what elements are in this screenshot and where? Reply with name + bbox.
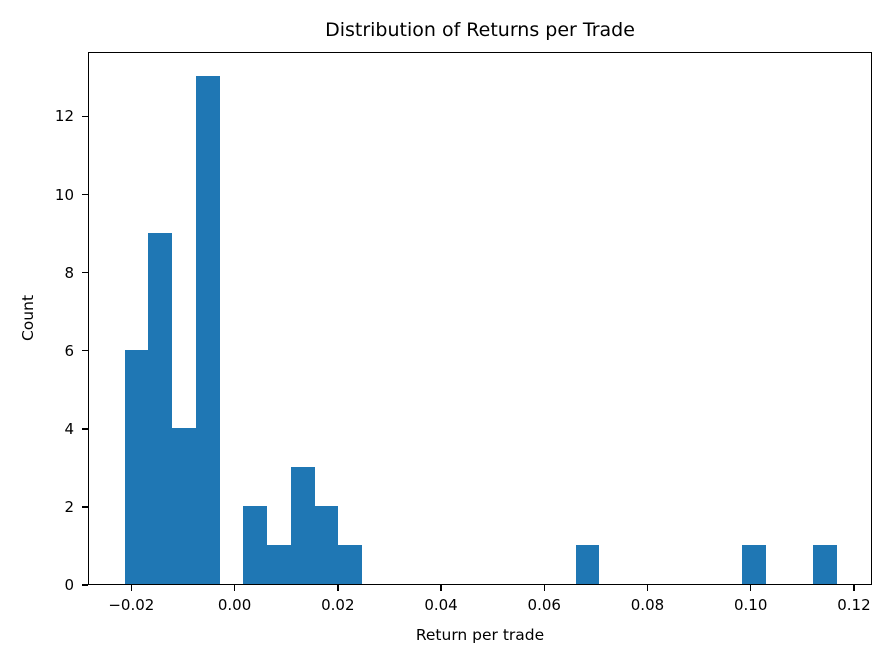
histogram-bar — [243, 505, 268, 584]
x-tick — [749, 585, 752, 591]
bars-layer — [89, 53, 871, 584]
y-tick-label: 2 — [64, 497, 74, 516]
histogram-bar — [813, 544, 837, 584]
x-axis-title: Return per trade — [415, 626, 545, 644]
y-tick — [82, 584, 88, 586]
histogram-bar — [148, 232, 173, 584]
histogram-bar — [172, 427, 196, 584]
histogram-bar — [575, 544, 600, 584]
y-axis-title: Count — [19, 294, 37, 342]
histogram-bar — [314, 505, 339, 584]
x-tick-label: 0.04 — [424, 596, 458, 614]
histogram-bar — [195, 76, 220, 584]
x-tick — [646, 585, 649, 591]
y-tick — [82, 193, 88, 196]
x-tick-label: 0.00 — [217, 596, 252, 614]
y-tick-label: 8 — [64, 263, 74, 282]
y-tick-label: 12 — [54, 107, 74, 126]
y-tick — [82, 349, 88, 352]
x-tick — [853, 585, 855, 591]
histogram-bar — [741, 544, 766, 584]
x-tick-label: 0.12 — [837, 596, 871, 614]
y-tick-label: 10 — [54, 185, 74, 204]
x-tick — [233, 585, 236, 591]
histogram-bar — [338, 544, 363, 584]
x-tick — [337, 585, 339, 591]
x-tick-label: 0.08 — [630, 596, 665, 614]
y-tick — [82, 115, 88, 118]
y-tick — [82, 271, 88, 274]
x-tick-label: −0.02 — [108, 596, 155, 614]
y-tick-label: 6 — [64, 341, 74, 360]
plot-area — [88, 52, 872, 585]
y-tick — [82, 428, 88, 430]
x-tick — [440, 585, 442, 591]
y-tick-label: 0 — [64, 576, 74, 594]
histogram-bar — [124, 349, 149, 584]
x-tick — [543, 585, 545, 591]
x-tick-label: 0.10 — [734, 596, 768, 614]
x-tick-label: 0.06 — [527, 596, 561, 614]
y-axis: 0 2 4 6 8 10 12 — [0, 52, 88, 594]
y-tick — [82, 506, 88, 508]
histogram-bar — [267, 544, 291, 584]
x-tick-label: 0.02 — [321, 596, 355, 614]
chart-title: Distribution of Returns per Trade — [325, 19, 635, 41]
x-tick — [130, 585, 133, 591]
x-axis: −0.02 0.00 0.02 0.04 0.06 0.08 0.10 0.12 — [88, 585, 872, 625]
histogram-bar — [290, 466, 315, 584]
y-tick-label: 4 — [64, 419, 74, 438]
